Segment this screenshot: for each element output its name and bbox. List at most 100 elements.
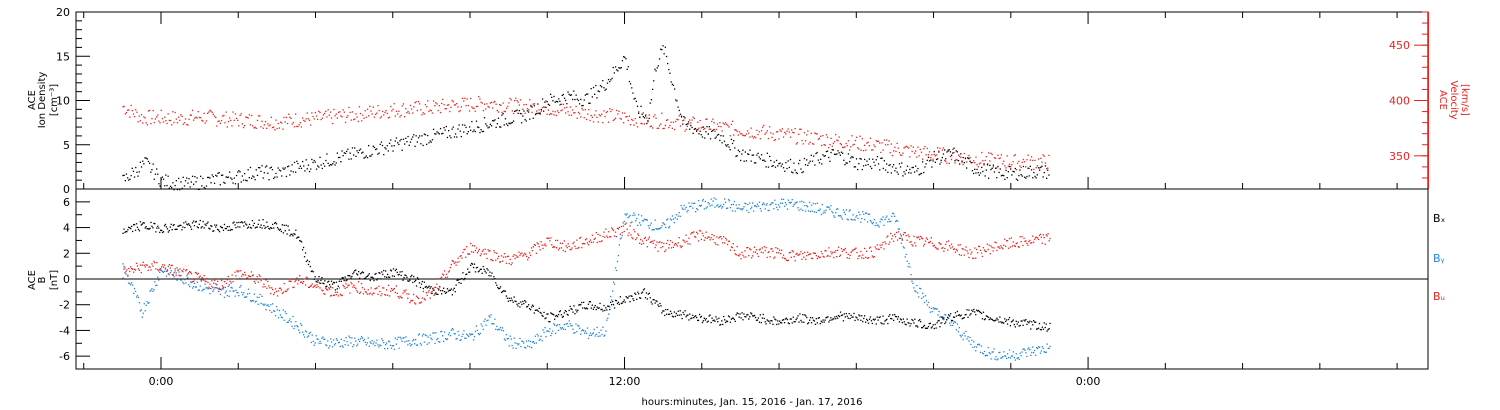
data-point-by: [525, 347, 527, 349]
data-point-velocity: [283, 116, 285, 119]
data-point-by: [336, 339, 338, 341]
data-point-by: [788, 201, 790, 204]
data-point-by: [678, 212, 680, 214]
data-point-bz: [330, 295, 332, 297]
data-point-bx: [381, 271, 383, 273]
data-point-by: [1013, 357, 1015, 359]
data-point-by: [166, 269, 169, 271]
data-point-by: [243, 292, 245, 294]
data-point-by: [819, 208, 821, 210]
data-point-density: [129, 178, 131, 180]
data-point-by: [499, 328, 501, 331]
data-point-by: [910, 274, 912, 276]
data-point-density: [734, 147, 736, 149]
data-point-by: [729, 207, 732, 209]
data-point-bx: [161, 229, 163, 232]
data-point-velocity: [646, 117, 648, 119]
data-point-bx: [336, 288, 338, 290]
data-point-bx: [780, 321, 782, 324]
data-point-velocity: [956, 159, 958, 161]
data-point-density: [260, 170, 262, 172]
data-point-by: [359, 340, 361, 343]
data-point-velocity: [623, 122, 625, 124]
data-point-by: [597, 335, 599, 337]
data-point-bx: [400, 274, 402, 277]
data-point-velocity: [1039, 167, 1041, 169]
data-point-bx: [533, 312, 535, 314]
data-point-density: [492, 120, 494, 122]
data-point-bz: [239, 277, 241, 279]
data-point-velocity: [547, 109, 549, 111]
data-point-by: [524, 346, 526, 349]
data-point-by: [171, 274, 173, 276]
data-point-bx: [948, 314, 950, 316]
data-point-bx: [205, 224, 207, 227]
data-point-bx: [856, 317, 858, 319]
data-point-by: [259, 293, 261, 296]
y-tick-label: 10: [56, 95, 70, 108]
data-point-density: [677, 106, 679, 108]
data-point-bz: [639, 242, 641, 244]
data-point-velocity: [333, 108, 335, 111]
data-point-by: [934, 307, 936, 309]
data-point-velocity: [1046, 168, 1048, 170]
data-point-density: [180, 181, 182, 183]
data-point-density: [191, 175, 194, 177]
data-point-bx: [743, 313, 745, 315]
data-point-velocity: [899, 154, 902, 156]
data-point-by: [268, 305, 270, 307]
data-point-density: [490, 125, 493, 127]
data-point-bx: [634, 292, 636, 294]
data-point-by: [935, 308, 937, 310]
data-point-bx: [129, 227, 131, 229]
data-point-velocity: [218, 120, 220, 122]
data-point-velocity: [658, 125, 661, 127]
data-point-bz: [622, 225, 624, 227]
data-point-by: [1023, 348, 1025, 350]
data-point-bx: [421, 280, 423, 283]
data-point-density: [275, 172, 277, 175]
data-point-by: [377, 344, 379, 346]
data-point-by: [612, 281, 615, 283]
data-point-bx: [189, 224, 191, 226]
data-point-bx: [763, 317, 765, 320]
data-point-bz: [901, 239, 903, 241]
data-point-velocity: [923, 148, 925, 150]
data-point-bx: [772, 323, 774, 325]
data-point-density: [543, 110, 545, 112]
data-point-bx: [436, 293, 438, 295]
data-point-velocity: [1008, 163, 1011, 165]
data-point-bz: [389, 290, 392, 292]
data-point-velocity: [343, 111, 345, 113]
data-point-density: [781, 163, 783, 165]
data-point-density: [826, 150, 829, 152]
data-point-velocity: [184, 118, 187, 120]
data-point-velocity: [156, 116, 158, 118]
data-point-velocity: [700, 127, 702, 129]
data-point-bz: [845, 251, 847, 254]
data-point-bz: [166, 270, 169, 272]
data-point-density: [157, 173, 159, 175]
y-tick-label: 20: [56, 6, 70, 19]
data-point-bz: [533, 244, 535, 246]
data-point-bz: [751, 257, 753, 259]
data-point-bz: [442, 273, 444, 275]
data-point-density: [992, 164, 994, 166]
data-point-by: [603, 335, 605, 337]
data-point-bx: [278, 229, 281, 231]
data-point-bz: [1022, 244, 1024, 247]
data-point-density: [299, 165, 301, 167]
data-point-velocity: [617, 113, 619, 115]
data-point-by: [891, 215, 893, 218]
data-point-by: [547, 330, 549, 332]
data-point-velocity: [146, 124, 148, 126]
data-point-density: [478, 126, 480, 129]
data-point-bx: [144, 227, 146, 229]
data-point-velocity: [317, 118, 319, 120]
data-point-bx: [246, 224, 248, 226]
data-point-bz: [752, 255, 754, 257]
data-point-density: [836, 153, 838, 155]
data-point-velocity: [588, 109, 590, 111]
data-point-bz: [659, 241, 661, 243]
data-point-density: [254, 179, 256, 181]
